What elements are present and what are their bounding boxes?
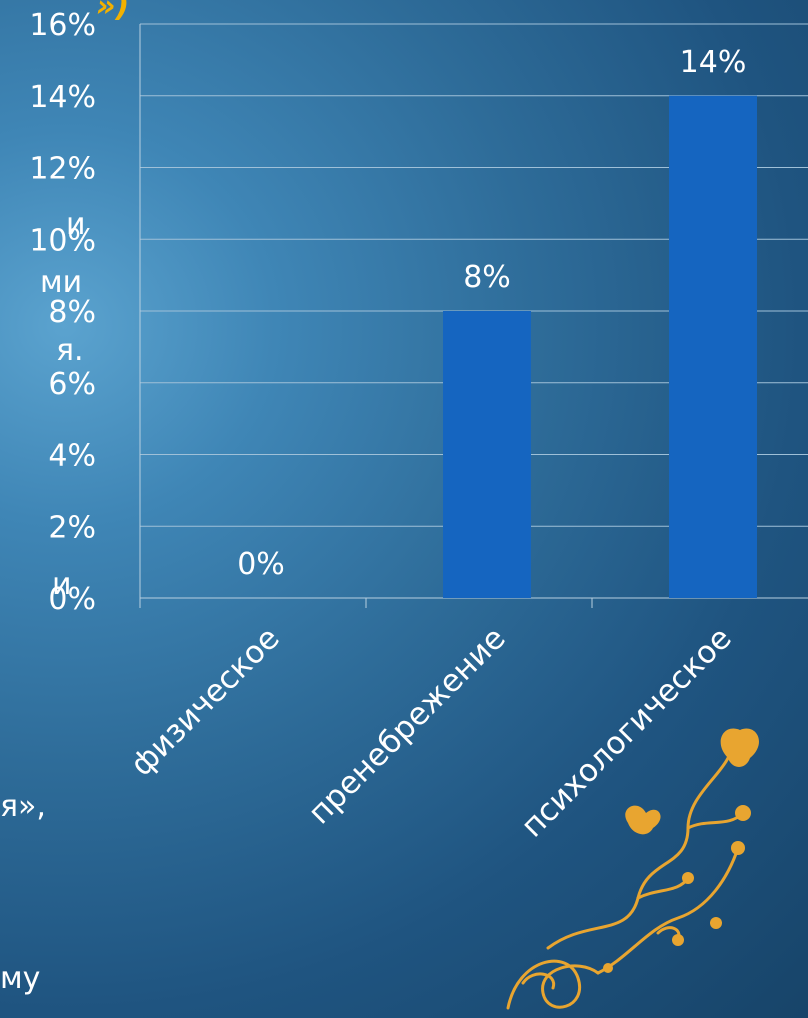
data-label: 14% [680, 45, 747, 80]
y-tick-label: 12% [29, 152, 96, 187]
body-text-fragment-4: и [52, 567, 72, 602]
y-tick-label: 10% [29, 223, 96, 258]
y-tick-label: 8% [48, 295, 96, 330]
title-fragment: ») [96, 0, 130, 24]
body-text-fragment-6: му [0, 961, 41, 996]
y-tick-label: 16% [29, 8, 96, 43]
x-category-label: психологическое [514, 620, 738, 844]
y-tick-label: 2% [48, 510, 96, 545]
x-category-label: физическое [124, 620, 287, 783]
y-tick-label: 14% [29, 80, 96, 115]
bar-3 [669, 95, 757, 598]
data-label: 0% [237, 547, 285, 582]
body-text-fragment-5: я», [0, 789, 46, 824]
body-text-fragment-3: я. [56, 333, 84, 368]
body-text-fragment-1: и [66, 207, 86, 242]
y-tick-label: 0% [48, 582, 96, 617]
x-category-label: пренебрежение [301, 620, 512, 831]
gold-floral-ornament-icon [506, 728, 759, 1010]
y-tick-label: 4% [48, 439, 96, 474]
bar-2 [443, 311, 531, 598]
data-label: 8% [463, 260, 511, 295]
body-text-fragment-2: ми [40, 265, 83, 300]
y-tick-label: 6% [48, 367, 96, 402]
